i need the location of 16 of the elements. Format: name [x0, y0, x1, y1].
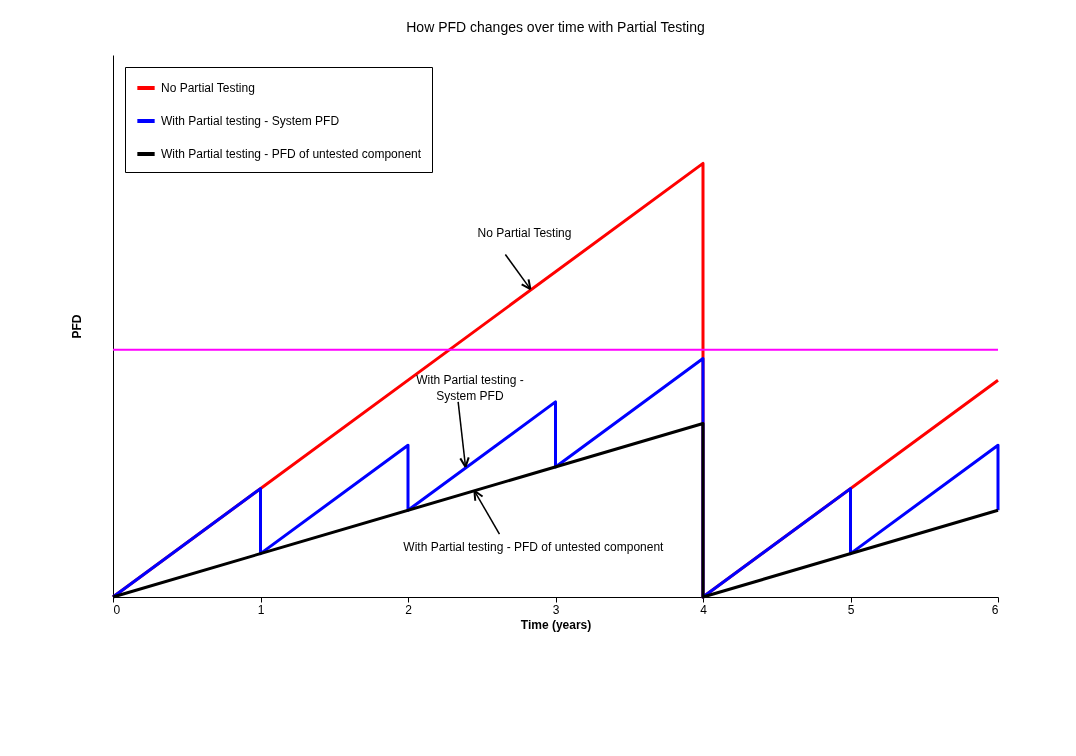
- x-tick-label: 0: [113, 602, 121, 617]
- annotation: No Partial Testing: [477, 225, 572, 240]
- chart-title: How PFD changes over time with Partial Testing: [406, 19, 705, 35]
- legend-label: With Partial testing - System PFD: [161, 114, 340, 128]
- y-axis-title: PFD: [69, 314, 84, 339]
- x-tick-label: 4: [700, 602, 708, 617]
- legend-label: No Partial Testing: [161, 81, 255, 95]
- x-tick-label: 5: [847, 602, 855, 617]
- annotation: With Partial testing - System PFD: [416, 373, 524, 404]
- x-tick-label: 2: [405, 602, 413, 617]
- x-tick-label: 3: [552, 602, 560, 617]
- x-tick-label: 1: [257, 602, 265, 617]
- annotation: With Partial testing - PFD of untested component: [403, 540, 665, 555]
- x-tick-label: 6: [991, 602, 999, 617]
- x-axis-title: Time (years): [520, 617, 592, 632]
- legend-label: With Partial testing - PFD of untested component: [161, 147, 422, 161]
